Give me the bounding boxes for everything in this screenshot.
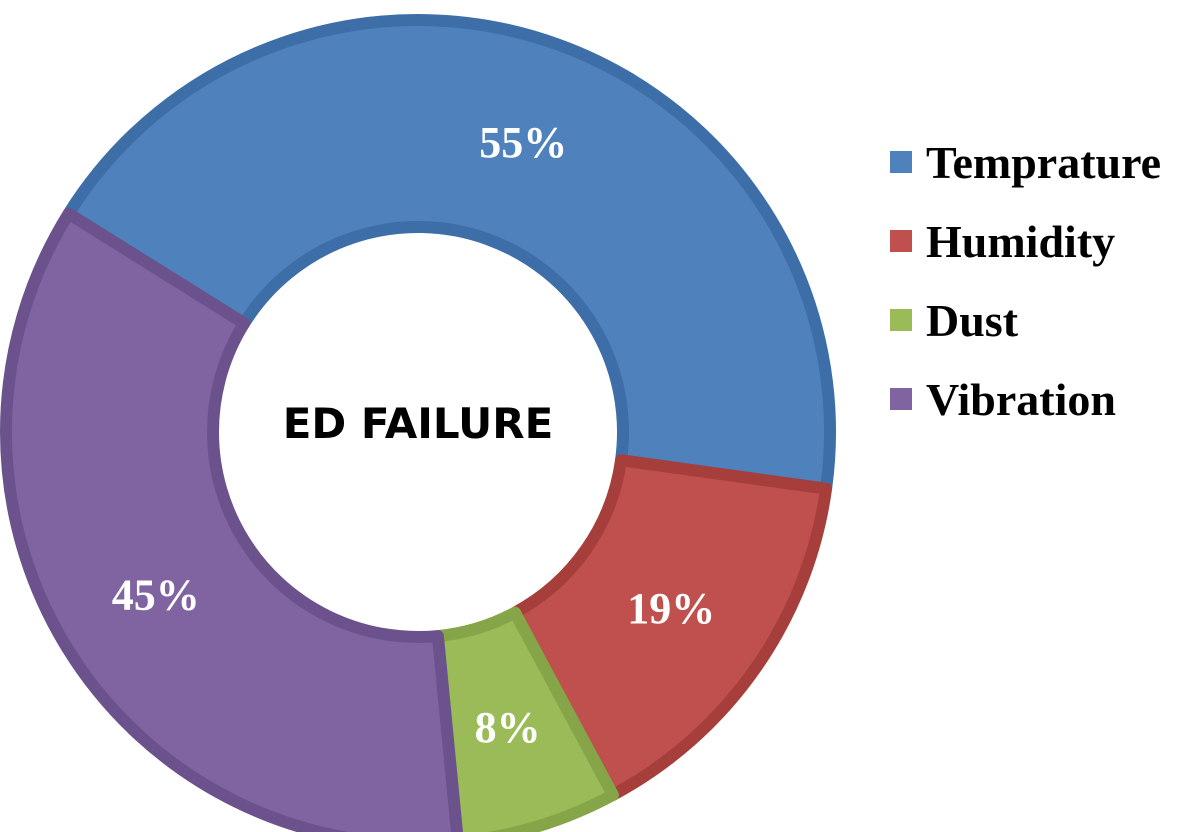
slice-vibration (0, 207, 463, 832)
slice-dust (431, 606, 619, 832)
slice-humidity (508, 454, 833, 801)
slice-labels: 55% 19% 8% 45% (112, 118, 715, 752)
legend-label-humidity: Humidity (926, 216, 1115, 267)
slice-label-dust: 8% (475, 703, 541, 752)
slice-label-vibration: 45% (112, 570, 200, 619)
legend: Temprature Humidity Dust Vibration (890, 137, 1161, 425)
legend-label-temprature: Temprature (926, 137, 1161, 188)
slice-temprature (62, 14, 836, 495)
center-label: ED FAILURE (283, 399, 554, 448)
legend-label-dust: Dust (926, 295, 1019, 346)
legend-swatch-humidity (890, 230, 912, 252)
legend-label-vibration: Vibration (926, 374, 1116, 425)
legend-swatch-vibration (890, 388, 912, 410)
legend-swatch-temprature (890, 151, 912, 173)
donut-slices (0, 14, 836, 832)
slice-label-temprature: 55% (479, 118, 567, 167)
legend-swatch-dust (890, 309, 912, 331)
slice-label-humidity: 19% (627, 584, 715, 633)
